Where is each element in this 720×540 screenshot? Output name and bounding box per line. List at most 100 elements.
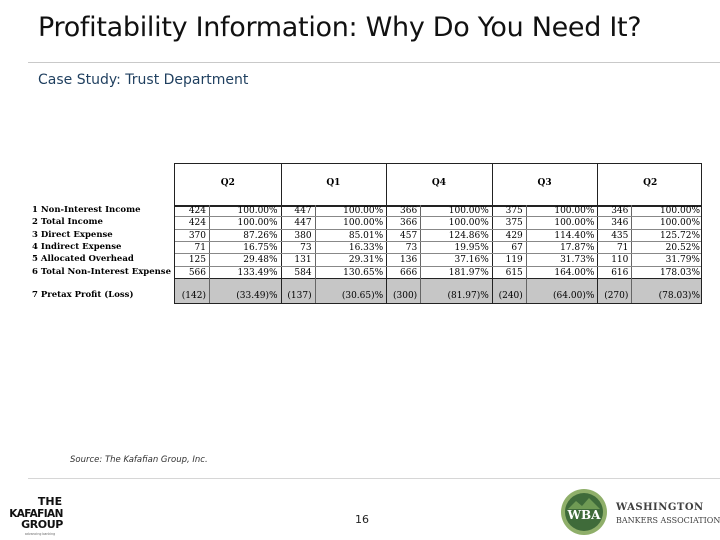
- row-label: 2 Total Income: [32, 217, 103, 227]
- column-separator: [280, 164, 282, 303]
- row-label: 5 Allocated Overhead: [32, 254, 134, 264]
- table-cell-percent: 124.86%: [448, 231, 489, 241]
- table-cell-percent: 31.73%: [560, 255, 595, 265]
- table-cell-amount: 380: [294, 231, 312, 241]
- table-cell-amount: 73: [300, 243, 312, 253]
- table-cell-amount: 346: [611, 206, 629, 216]
- table-cell-percent: 29.48%: [243, 255, 278, 265]
- table-cell-percent: 100.00%: [448, 218, 489, 228]
- table-cell-percent: (64.00)%: [553, 291, 595, 301]
- source-note: Source: The Kafafian Group, Inc.: [70, 455, 208, 465]
- quarter-header-label: Q2: [643, 178, 658, 188]
- wba-logo: WBA WASHINGTON BANKERS ASSOCIATION: [561, 489, 720, 535]
- logo-line-the: THE: [38, 495, 62, 508]
- table-cell-percent: (30.65)%: [341, 291, 384, 301]
- table-cell-percent: 100.00%: [343, 218, 384, 228]
- row-label: 7 Pretax Profit (Loss): [32, 290, 134, 300]
- column-separator: [386, 164, 388, 303]
- table-cell-percent: 100.00%: [554, 218, 595, 228]
- table-cell-percent: (78.03)%: [658, 291, 700, 301]
- sub-column-separator: [525, 205, 527, 303]
- table-cell-percent: 100.00%: [448, 206, 489, 216]
- table-cell-amount: 429: [505, 231, 523, 241]
- quarter-header-label: Q2: [220, 178, 235, 188]
- row-separator: [175, 241, 701, 242]
- quarter-header-label: Q1: [326, 178, 341, 188]
- table-cell-percent: 16.33%: [348, 243, 384, 253]
- table-cell-percent: 100.00%: [554, 206, 595, 216]
- table-cell-amount: 67: [511, 243, 523, 253]
- column-separator: [597, 164, 599, 303]
- row-separator: [175, 229, 701, 230]
- table-cell-percent: 16.75%: [243, 243, 278, 253]
- table-cell-amount: 125: [188, 255, 206, 265]
- table-cell-percent: 100.00%: [237, 218, 278, 228]
- row-label: 1 Non-Interest Income: [32, 205, 141, 215]
- table-cell-percent: (33.49)%: [236, 291, 278, 301]
- table-cell-percent: 19.95%: [454, 243, 489, 253]
- table-cell-amount: (240): [498, 291, 523, 301]
- table-cell-percent: 100.00%: [343, 206, 384, 216]
- table-cell-percent: 178.03%: [659, 268, 700, 278]
- table-cell-percent: 17.87%: [560, 243, 595, 253]
- table-cell-percent: 164.00%: [554, 268, 595, 278]
- table-cell-amount: (270): [604, 291, 629, 301]
- logo-line-kafafian: KAFAFIAN: [9, 508, 63, 520]
- table-cell-amount: 584: [294, 268, 312, 278]
- table-cell-amount: 370: [188, 231, 206, 241]
- table-cell-percent: 100.00%: [659, 206, 700, 216]
- table-cell-amount: 566: [188, 268, 206, 278]
- column-separator: [491, 164, 493, 303]
- table-cell-amount: 366: [400, 218, 418, 228]
- pretax-row-shading: [175, 278, 701, 303]
- table-cell-amount: (137): [287, 291, 312, 301]
- table-cell-percent: 114.40%: [554, 231, 595, 241]
- table-cell-amount: 346: [611, 218, 629, 228]
- row-label: 6 Total Non-Interest Expense: [32, 267, 171, 277]
- table-cell-amount: 71: [194, 243, 206, 253]
- quarter-header-label: Q4: [431, 178, 447, 188]
- table-cell-amount: 424: [188, 206, 206, 216]
- table-cell-amount: 457: [400, 231, 418, 241]
- table-grid: Q2 Q1 Q4 Q3 Q2 424 100.00% 447 100.00% 366 100.00%…: [174, 163, 702, 304]
- kafafian-group-logo: THE KAFAFIAN GROUP advancing banking: [9, 495, 63, 536]
- table-cell-amount: 616: [611, 268, 629, 278]
- row-label: 3 Direct Expense: [32, 230, 113, 240]
- table-cell-percent: 100.00%: [659, 218, 700, 228]
- row-separator: [175, 266, 701, 267]
- table-cell-amount: (300): [392, 291, 418, 301]
- table-cell-amount: 666: [400, 268, 418, 278]
- table-cell-amount: 447: [294, 206, 312, 216]
- table-cell-percent: 85.01%: [348, 231, 384, 241]
- title-divider: [28, 62, 720, 63]
- quarter-header-label: Q3: [537, 178, 552, 188]
- sub-column-separator: [631, 205, 633, 303]
- table-cell-amount: 615: [505, 268, 523, 278]
- table-cell-percent: 29.31%: [348, 255, 384, 265]
- table-cell-amount: 375: [505, 218, 523, 228]
- table-cell-percent: 37.16%: [454, 255, 489, 265]
- table-cell-percent: 125.72%: [659, 231, 700, 241]
- table-cell-amount: 73: [405, 243, 418, 253]
- slide-subtitle: Case Study: Trust Department: [38, 72, 249, 88]
- table-cell-amount: 119: [505, 255, 523, 265]
- table-cell-amount: 424: [188, 218, 206, 228]
- table-cell-amount: 435: [611, 231, 629, 241]
- mountain-icon: [568, 498, 600, 509]
- logo-tagline: advancing banking: [25, 532, 55, 536]
- table-cell-amount: 375: [505, 206, 523, 216]
- table-cell-amount: 136: [400, 255, 418, 265]
- table-cell-percent: 31.79%: [665, 255, 700, 265]
- table-cell-percent: 20.52%: [665, 243, 700, 253]
- table-cell-percent: (81.97)%: [447, 291, 489, 301]
- quarter-header: [175, 164, 701, 207]
- profitability-table: 1 Non-Interest Income 2 Total Income 3 Dir…: [32, 163, 702, 304]
- table-cell-percent: 130.65%: [343, 268, 384, 278]
- table-cell-amount: 71: [616, 243, 629, 253]
- sub-column-separator: [314, 205, 316, 303]
- table-cell-percent: 87.26%: [243, 231, 278, 241]
- table-cell-amount: 131: [294, 255, 312, 265]
- sub-column-separator: [209, 205, 210, 303]
- logo-line-group: GROUP: [21, 518, 63, 531]
- footer-divider: [28, 478, 720, 479]
